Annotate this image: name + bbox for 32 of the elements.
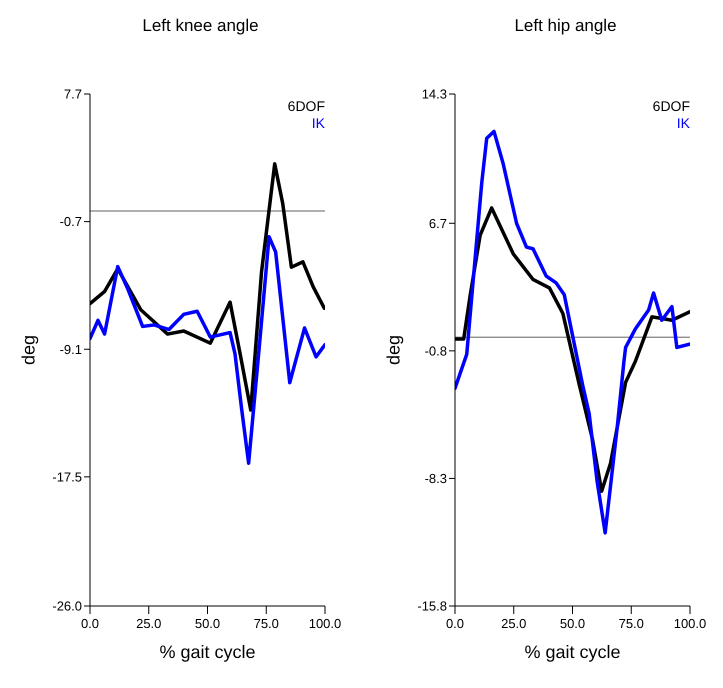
x-tick-label: 50.0 <box>194 616 220 631</box>
y-tick-label: -0.8 <box>424 343 447 358</box>
y-tick-label: -9.1 <box>60 342 82 357</box>
x-tick-label: 100.0 <box>308 616 342 631</box>
x-axis-title: % gait cycle <box>524 642 621 662</box>
chart-title: Left hip angle <box>513 15 618 37</box>
y-tick-label: 6.7 <box>428 216 447 231</box>
x-tick-label: 25.0 <box>501 616 526 631</box>
y-axis-title: deg <box>18 334 38 366</box>
x-tick-label: 50.0 <box>560 616 586 631</box>
chart-title: Left knee angle <box>141 15 260 37</box>
text: IK <box>676 115 690 132</box>
text: 6DOF <box>652 98 690 115</box>
line-series <box>455 130 690 535</box>
y-tick-label: -0.7 <box>60 214 82 230</box>
text: IK <box>310 115 325 132</box>
x-tick-label: 100.0 <box>674 616 706 631</box>
x-tick-label: 75.0 <box>618 616 644 631</box>
line-series <box>90 235 325 465</box>
y-axis-title: deg <box>383 334 404 366</box>
y-tick-label: -15.8 <box>417 598 447 614</box>
y-tick-label: -26.0 <box>52 598 82 614</box>
y-tick-label: 14.3 <box>422 86 447 102</box>
x-axis-title: % gait cycle <box>159 642 256 662</box>
x-tick-label: 0.0 <box>446 616 464 631</box>
y-tick-label: -8.3 <box>424 470 447 486</box>
text: 6DOF <box>288 98 325 115</box>
x-tick-label: 75.0 <box>254 616 279 631</box>
x-tick-label: 25.0 <box>136 616 162 631</box>
x-tick-label: 0.0 <box>80 616 100 631</box>
y-tick-label: 7.7 <box>64 86 82 102</box>
y-tick-label: -17.5 <box>52 469 82 484</box>
